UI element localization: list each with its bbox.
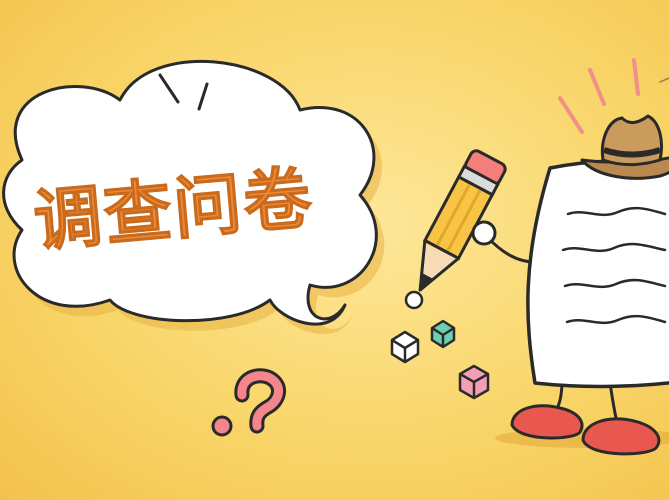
cube-icon	[430, 319, 456, 349]
excitement-lines-outline	[659, 77, 669, 83]
speech-bubble-icon	[2, 59, 378, 326]
dot-decoration	[404, 290, 424, 310]
paper-lines	[561, 206, 667, 325]
cube-icon	[458, 364, 490, 400]
cowboy-hat-icon	[580, 114, 669, 180]
shoe-right	[581, 417, 661, 456]
question-mark-icon	[211, 368, 286, 437]
emphasis-lines	[158, 73, 209, 111]
document-character-icon	[526, 158, 669, 389]
cube-icon	[390, 330, 420, 364]
character-arm	[486, 236, 537, 264]
shoe-left	[510, 404, 584, 440]
character-hand	[471, 220, 497, 246]
excitement-lines	[558, 58, 640, 134]
